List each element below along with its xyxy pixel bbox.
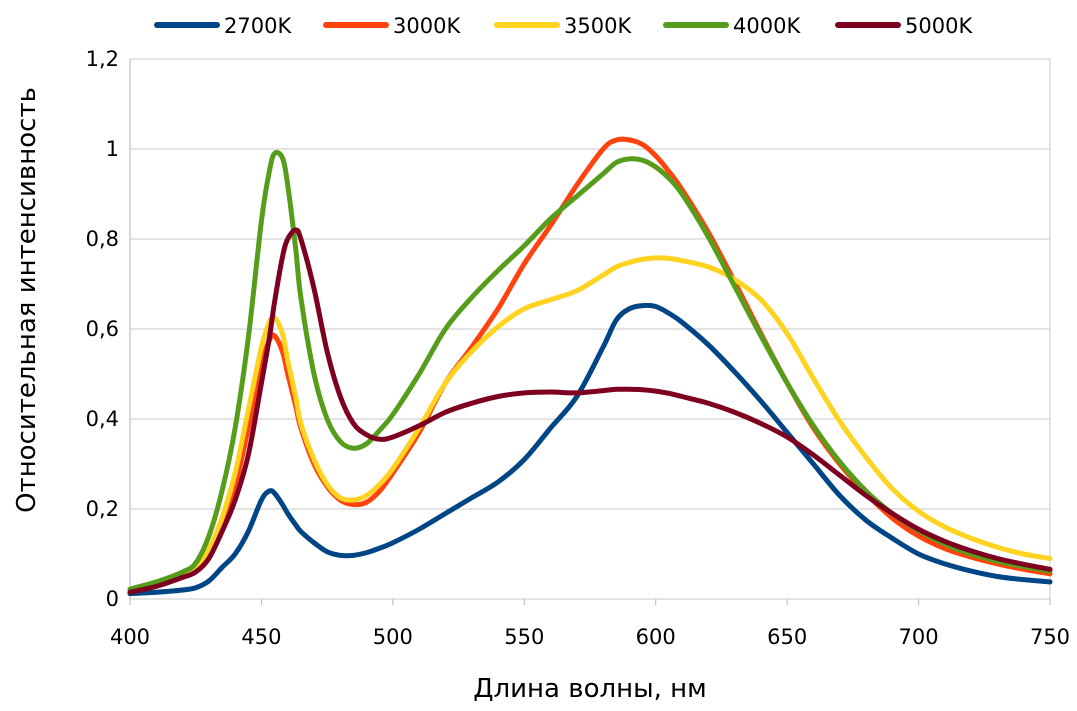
legend-label: 3500K xyxy=(564,14,632,38)
y-tick-label: 0 xyxy=(106,587,119,611)
x-axis-title: Длина волны, нм xyxy=(473,674,707,704)
x-tick-label: 450 xyxy=(241,625,281,649)
legend-label: 2700K xyxy=(224,14,292,38)
x-tick-label: 700 xyxy=(899,625,939,649)
legend-label: 4000K xyxy=(733,14,801,38)
x-tick-label: 550 xyxy=(504,625,544,649)
y-tick-label: 0,2 xyxy=(86,497,119,521)
legend-label: 3000K xyxy=(393,14,461,38)
y-axis-title: Относительная интенсивность xyxy=(12,87,42,513)
x-tick-label: 750 xyxy=(1030,625,1070,649)
y-tick-label: 0,6 xyxy=(86,317,119,341)
x-tick-label: 500 xyxy=(373,625,413,649)
y-tick-label: 0,4 xyxy=(86,407,119,431)
series-line-5000k xyxy=(127,227,1053,595)
axes xyxy=(129,59,1051,605)
series-line-2700k xyxy=(127,302,1053,597)
series-line-3500k xyxy=(127,255,1053,593)
legend: 2700K 3000K 3500K 4000K 5000K xyxy=(154,14,973,38)
x-tick-label: 600 xyxy=(636,625,676,649)
series-line-4000k xyxy=(127,150,1053,592)
y-tick-label: 1 xyxy=(106,137,119,161)
y-tick-label: 1,2 xyxy=(86,47,119,71)
series-lines xyxy=(127,136,1053,597)
tick-labels: 0 0,2 0,4 0,6 0,8 1 1,2 400 450 500 550 600 650 700 75… xyxy=(86,47,1070,649)
y-tick-label: 0,8 xyxy=(86,227,119,251)
x-tick-label: 400 xyxy=(110,625,150,649)
legend-label: 5000K xyxy=(905,14,973,38)
x-tick-label: 650 xyxy=(767,625,807,649)
